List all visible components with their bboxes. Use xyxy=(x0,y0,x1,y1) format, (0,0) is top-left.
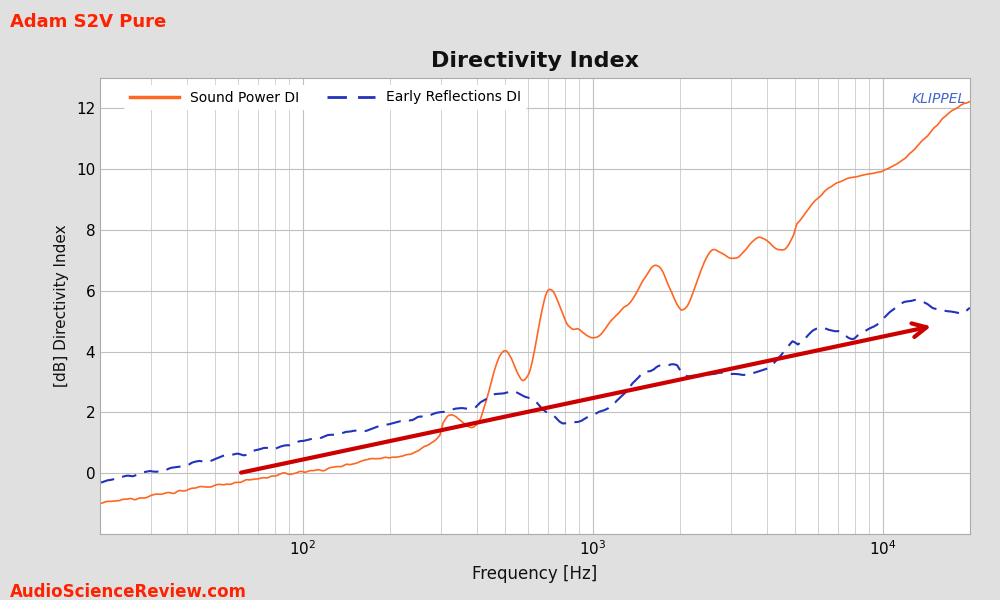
Sound Power DI xyxy=(648,262,660,269)
Sound Power DI xyxy=(599,325,611,332)
Y-axis label: [dB] Directivity Index: [dB] Directivity Index xyxy=(54,224,69,388)
Sound Power DI xyxy=(754,233,766,241)
Early Reflections DI xyxy=(623,384,635,391)
Text: KLIPPEL: KLIPPEL xyxy=(911,92,966,106)
Early Reflections DI xyxy=(844,335,856,342)
Early Reflections DI xyxy=(910,296,922,304)
Line: Early Reflections DI: Early Reflections DI xyxy=(100,300,970,482)
Sound Power DI xyxy=(147,491,159,499)
Sound Power DI xyxy=(94,500,106,507)
Early Reflections DI xyxy=(649,364,661,371)
Legend: Sound Power DI, Early Reflections DI: Sound Power DI, Early Reflections DI xyxy=(124,85,527,110)
Text: Adam S2V Pure: Adam S2V Pure xyxy=(10,13,166,31)
Title: Directivity Index: Directivity Index xyxy=(431,51,639,71)
X-axis label: Frequency [Hz]: Frequency [Hz] xyxy=(472,565,598,583)
Early Reflections DI xyxy=(148,468,160,475)
Sound Power DI xyxy=(622,301,634,308)
Early Reflections DI xyxy=(94,479,106,486)
Early Reflections DI xyxy=(964,304,976,311)
Early Reflections DI xyxy=(755,367,767,374)
Sound Power DI xyxy=(843,175,855,182)
Sound Power DI xyxy=(964,98,976,105)
Line: Sound Power DI: Sound Power DI xyxy=(100,101,970,503)
Early Reflections DI xyxy=(95,479,107,486)
Text: AudioScienceReview.com: AudioScienceReview.com xyxy=(10,583,247,600)
Early Reflections DI xyxy=(600,406,612,413)
